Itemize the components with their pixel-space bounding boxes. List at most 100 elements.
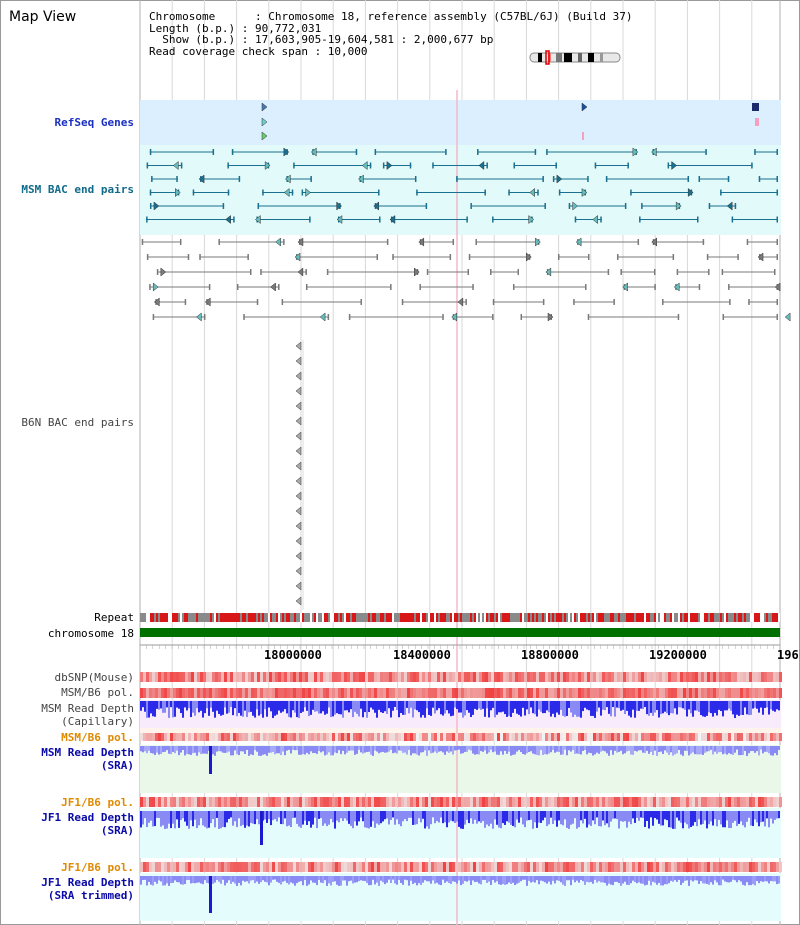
polymorphism-cell bbox=[527, 862, 530, 872]
track-label-dbsnp[interactable]: dbSNP(Mouse) bbox=[54, 671, 134, 684]
polymorphism-cell bbox=[593, 797, 596, 807]
ideogram-band bbox=[564, 53, 572, 62]
depth-bar bbox=[724, 811, 726, 828]
polymorphism-cell bbox=[569, 733, 572, 741]
polymorphism-cell bbox=[737, 862, 740, 872]
repeat-segment bbox=[162, 613, 164, 622]
polymorphism-cell bbox=[332, 862, 335, 872]
depth-bar bbox=[762, 811, 764, 822]
depth-bar bbox=[388, 746, 390, 752]
polymorphism-cell bbox=[755, 672, 758, 682]
polymorphism-cell bbox=[752, 733, 755, 741]
polymorphism-cell bbox=[410, 797, 413, 807]
depth-bar bbox=[516, 876, 518, 884]
depth-bar bbox=[756, 701, 758, 709]
polymorphism-cell bbox=[179, 688, 182, 698]
polymorphism-cell bbox=[215, 672, 218, 682]
depth-bar bbox=[182, 811, 184, 819]
track-label-b6n-bac[interactable]: B6N BAC end pairs bbox=[21, 416, 134, 429]
depth-bar bbox=[444, 811, 446, 823]
bac-end bbox=[348, 314, 351, 320]
track-label-msm-depth-sra[interactable]: MSM Read Depth (SRA) bbox=[41, 746, 134, 772]
depth-bar bbox=[160, 746, 162, 755]
track-label-jf1-depth-sra[interactable]: JF1 Read Depth (SRA) bbox=[41, 811, 134, 837]
repeat-segment bbox=[148, 613, 150, 622]
polymorphism-cell bbox=[359, 672, 362, 682]
depth-bar bbox=[306, 811, 308, 825]
depth-bar bbox=[702, 876, 704, 884]
depth-bar bbox=[740, 701, 742, 715]
track-label-msm-b6-pol[interactable]: MSM/B6 pol. bbox=[61, 686, 134, 699]
depth-bar bbox=[608, 876, 610, 884]
feature-arrow bbox=[153, 201, 160, 211]
depth-bar bbox=[394, 876, 396, 884]
track-label-refseq[interactable]: RefSeq Genes bbox=[54, 116, 134, 129]
depth-bar bbox=[592, 746, 594, 756]
polymorphism-cell bbox=[752, 672, 755, 682]
repeat-segment bbox=[758, 613, 760, 622]
track-label-jf1-b6-pol-trimmed[interactable]: JF1/B6 pol. bbox=[61, 861, 134, 874]
feature-arrow bbox=[529, 187, 535, 198]
depth-bar bbox=[278, 701, 280, 711]
depth-bar bbox=[156, 876, 158, 884]
polymorphism-cell bbox=[344, 688, 347, 698]
depth-bar bbox=[402, 876, 404, 885]
depth-bar bbox=[544, 876, 546, 883]
depth-bar bbox=[270, 746, 272, 753]
depth-bar bbox=[268, 746, 270, 753]
track-label-jf1-depth-trimmed[interactable]: JF1 Read Depth (SRA trimmed) bbox=[41, 876, 134, 902]
polymorphism-cell bbox=[272, 797, 275, 807]
bac-end bbox=[720, 189, 722, 196]
polymorphism-cell bbox=[494, 672, 497, 682]
polymorphism-cell bbox=[485, 733, 488, 741]
polymorphism-cell bbox=[500, 797, 503, 807]
repeat-segment bbox=[478, 613, 480, 622]
polymorphism-cell bbox=[632, 733, 635, 741]
track-label-jf1-b6-pol[interactable]: JF1/B6 pol. bbox=[61, 796, 134, 809]
depth-bar bbox=[606, 746, 608, 754]
depth-bar bbox=[524, 701, 526, 716]
depth-bar bbox=[764, 876, 766, 882]
polymorphism-cell bbox=[374, 688, 377, 698]
depth-bar bbox=[752, 701, 754, 709]
depth-bar bbox=[562, 746, 564, 755]
track-label-msm-b6-pol-sra[interactable]: MSM/B6 pol. bbox=[61, 731, 134, 744]
polymorphism-cell bbox=[776, 688, 779, 698]
repeat-segment bbox=[522, 613, 524, 622]
polymorphism-cell bbox=[674, 797, 677, 807]
depth-bar bbox=[254, 701, 256, 718]
depth-bar bbox=[304, 811, 306, 821]
polymorphism-cell bbox=[398, 733, 401, 741]
polymorphism-cell bbox=[266, 862, 269, 872]
depth-bar bbox=[586, 746, 588, 755]
polymorphism-cell bbox=[410, 733, 413, 741]
polymorphism-cell bbox=[257, 862, 260, 872]
polymorphism-cell bbox=[668, 797, 671, 807]
depth-bar bbox=[202, 811, 204, 826]
polymorphism-cell bbox=[218, 688, 221, 698]
depth-bar bbox=[666, 876, 668, 885]
depth-bar bbox=[218, 811, 220, 829]
bac-end bbox=[552, 176, 555, 182]
depth-bar bbox=[204, 811, 206, 827]
polymorphism-cell bbox=[536, 672, 539, 682]
depth-bar bbox=[598, 701, 600, 708]
depth-bar bbox=[674, 876, 676, 881]
polymorphism-cell bbox=[707, 862, 710, 872]
feature-arrow bbox=[336, 214, 343, 225]
feature-arrow bbox=[632, 147, 639, 157]
depth-bar bbox=[516, 811, 518, 820]
repeat-segment bbox=[254, 613, 256, 622]
depth-bar bbox=[430, 876, 432, 884]
track-label-msm-bac[interactable]: MSM BAC end pairs bbox=[21, 183, 134, 196]
polymorphism-cell bbox=[404, 797, 407, 807]
polymorphism-cell bbox=[269, 672, 272, 682]
polymorphism-cell bbox=[710, 733, 713, 741]
polymorphism-cell bbox=[416, 688, 419, 698]
bac-end bbox=[630, 189, 632, 196]
track-label-msm-depth-capillary[interactable]: MSM Read Depth (Capillary) bbox=[41, 702, 134, 728]
depth-bar bbox=[422, 746, 424, 753]
depth-bar bbox=[736, 701, 738, 715]
polymorphism-cell bbox=[242, 688, 245, 698]
